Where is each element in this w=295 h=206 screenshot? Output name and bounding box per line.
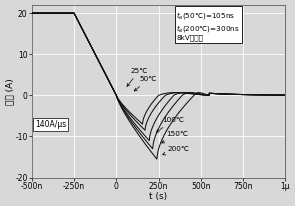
Text: 100℃: 100℃ — [156, 117, 184, 132]
Text: 140A/μs: 140A/μs — [35, 120, 66, 129]
Text: 150℃: 150℃ — [162, 131, 188, 143]
Y-axis label: 电流 (A): 电流 (A) — [5, 78, 14, 105]
Text: 50℃: 50℃ — [134, 76, 157, 91]
Text: 25℃: 25℃ — [127, 68, 148, 86]
Text: $t_a$(50℃)=105ns
$t_a$(200℃)=300ns
8kV二极管: $t_a$(50℃)=105ns $t_a$(200℃)=300ns 8kV二极… — [176, 10, 240, 41]
Text: 200℃: 200℃ — [163, 146, 189, 155]
X-axis label: t (s): t (s) — [150, 192, 168, 201]
